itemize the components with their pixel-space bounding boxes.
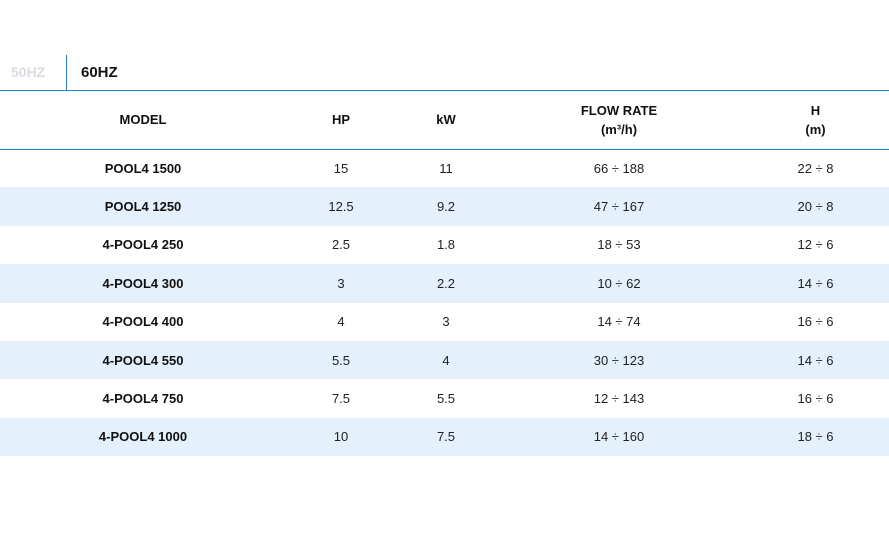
cell-flow: 10 ÷ 62 — [597, 275, 641, 291]
cell-model: 4-POOL4 550 — [102, 352, 184, 368]
cell-flow: 66 ÷ 188 — [593, 160, 645, 176]
tab-divider — [66, 55, 67, 90]
cell-model: 4-POOL4 300 — [102, 275, 184, 291]
frequency-tabs: 50HZ 60HZ — [0, 55, 889, 91]
header-h-label: H — [810, 102, 821, 118]
header-flow-rate-unit: (m³/h) — [600, 121, 638, 137]
cell-h: 16 ÷ 6 — [797, 314, 834, 330]
header-flow-rate: FLOW RATE (m³/h) — [496, 91, 742, 149]
table-row: 4-POOL4 750 7.5 5.5 12 ÷ 143 16 ÷ 6 — [0, 379, 889, 417]
header-hp: HP — [331, 112, 351, 128]
table-header-row: MODEL HP kW FLOW RATE (m³/h) H (m) — [0, 91, 889, 149]
cell-h: 14 ÷ 6 — [797, 352, 834, 368]
table-row: 4-POOL4 550 5.5 4 30 ÷ 123 14 ÷ 6 — [0, 340, 889, 380]
cell-flow: 12 ÷ 143 — [593, 391, 645, 407]
cell-kw: 11 — [439, 160, 453, 176]
table-row: 4-POOL4 400 4 3 14 ÷ 74 16 ÷ 6 — [0, 303, 889, 341]
cell-kw: 5.5 — [436, 391, 456, 407]
cell-h: 12 ÷ 6 — [797, 237, 834, 253]
cell-kw: 7.5 — [436, 429, 456, 445]
cell-hp: 5.5 — [331, 352, 351, 368]
pump-specs-table: MODEL HP kW FLOW RATE (m³/h) H (m) POOL4… — [0, 91, 889, 457]
cell-h: 14 ÷ 6 — [797, 275, 834, 291]
cell-flow: 18 ÷ 53 — [597, 237, 641, 253]
header-model: MODEL — [119, 112, 167, 128]
table-row: 4-POOL4 250 2.5 1.8 18 ÷ 53 12 ÷ 6 — [0, 226, 889, 264]
table-row: POOL4 1500 15 11 66 ÷ 188 22 ÷ 8 — [0, 149, 889, 187]
header-h: H (m) — [742, 91, 889, 149]
cell-kw: 2.2 — [436, 275, 456, 291]
cell-hp: 10 — [333, 429, 349, 445]
cell-model: 4-POOL4 250 — [102, 237, 184, 253]
table-row: 4-POOL4 300 3 2.2 10 ÷ 62 14 ÷ 6 — [0, 264, 889, 303]
cell-flow: 47 ÷ 167 — [593, 199, 645, 215]
cell-model: POOL4 1500 — [104, 160, 182, 176]
cell-model: POOL4 1250 — [104, 199, 182, 215]
cell-model: 4-POOL4 400 — [102, 314, 184, 330]
cell-hp: 7.5 — [331, 391, 351, 407]
cell-hp: 2.5 — [331, 237, 351, 253]
cell-h: 18 ÷ 6 — [797, 429, 834, 445]
cell-h: 22 ÷ 8 — [797, 160, 834, 176]
cell-h: 16 ÷ 6 — [797, 391, 834, 407]
cell-kw: 4 — [442, 352, 450, 368]
cell-kw: 3 — [442, 314, 450, 330]
cell-h: 20 ÷ 8 — [797, 199, 834, 215]
cell-hp: 3 — [337, 275, 345, 291]
cell-hp: 15 — [333, 160, 349, 176]
header-flow-rate-label: FLOW RATE — [580, 102, 658, 118]
table-row: POOL4 1250 12.5 9.2 47 ÷ 167 20 ÷ 8 — [0, 187, 889, 226]
tab-60hz[interactable]: 60HZ — [81, 64, 118, 81]
cell-flow: 14 ÷ 74 — [597, 314, 641, 330]
header-h-unit: (m) — [805, 121, 826, 137]
cell-hp: 4 — [337, 314, 345, 330]
tab-50hz[interactable]: 50HZ — [11, 64, 46, 80]
header-kw: kW — [436, 112, 456, 128]
cell-model: 4-POOL4 1000 — [98, 429, 188, 445]
cell-flow: 30 ÷ 123 — [593, 352, 645, 368]
cell-kw: 9.2 — [436, 199, 456, 215]
cell-kw: 1.8 — [436, 237, 456, 253]
table-row: 4-POOL4 1000 10 7.5 14 ÷ 160 18 ÷ 6 — [0, 417, 889, 457]
cell-hp: 12.5 — [328, 199, 354, 215]
cell-model: 4-POOL4 750 — [102, 391, 184, 407]
cell-flow: 14 ÷ 160 — [593, 429, 645, 445]
